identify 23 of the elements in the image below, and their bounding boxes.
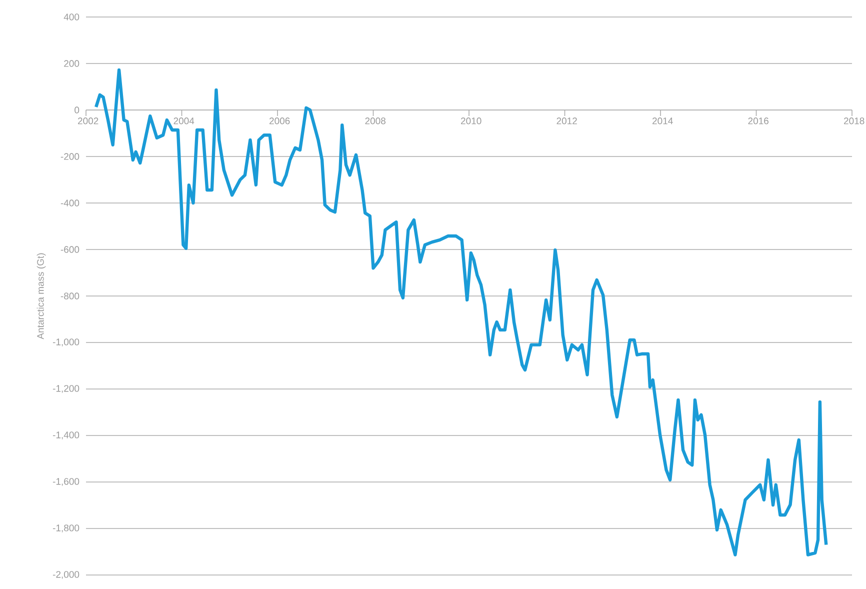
y-tick-label: -200 bbox=[60, 153, 80, 160]
x-tick-label: 2004 bbox=[174, 118, 194, 124]
y-tick-label: -1,000 bbox=[52, 338, 80, 346]
y-tick-label: -400 bbox=[60, 200, 80, 206]
y-tick-label: -2,000 bbox=[52, 571, 80, 579]
x-tick-label: 2008 bbox=[365, 118, 386, 124]
y-tick-label: -1,800 bbox=[52, 524, 80, 532]
y-tick-label: 0 bbox=[74, 106, 80, 114]
y-tick-label: 200 bbox=[64, 60, 80, 67]
x-tick-label: 2014 bbox=[652, 118, 673, 124]
x-tick-label: 2018 bbox=[844, 118, 864, 124]
y-tick-label: -800 bbox=[60, 292, 80, 300]
y-tick-label: -1,600 bbox=[52, 478, 80, 486]
y-tick-label: -1,200 bbox=[52, 385, 80, 393]
x-tick-label: 2002 bbox=[78, 118, 98, 124]
y-tick-label: -1,400 bbox=[52, 432, 80, 440]
x-tick-label: 2012 bbox=[556, 118, 577, 124]
y-tick-label: 400 bbox=[64, 14, 80, 20]
x-tick-label: 2010 bbox=[461, 118, 482, 124]
x-tick-label: 2006 bbox=[270, 118, 290, 124]
y-axis-title: Antarctica mass (Gt) bbox=[36, 253, 46, 340]
y-tick-label: -600 bbox=[60, 246, 80, 253]
x-tick-label: 2016 bbox=[748, 118, 768, 124]
